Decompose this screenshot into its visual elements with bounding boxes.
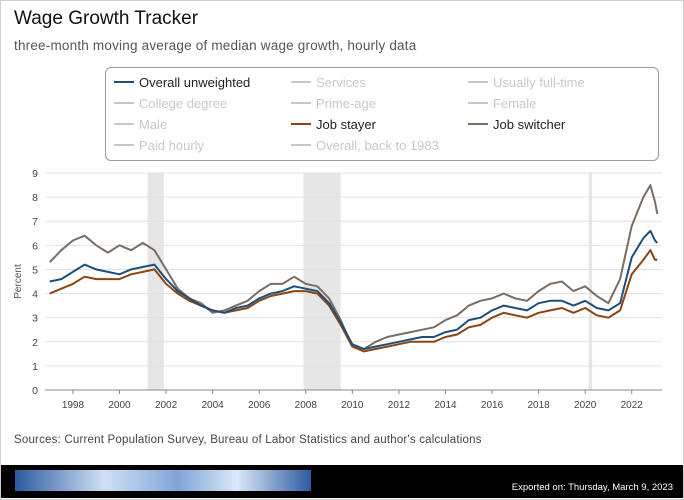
y-tick-label: 8: [32, 192, 38, 204]
x-tick-label: 2000: [108, 400, 131, 411]
brand-banner-logo: [15, 470, 311, 491]
legend-item-job-stayer[interactable]: Job stayer: [291, 114, 376, 134]
exported-date: Exported on: Thursday, March 9, 2023: [511, 482, 673, 493]
x-tick-label: 2012: [388, 400, 411, 411]
legend-swatch: [114, 123, 134, 125]
chart-subtitle: three-month moving average of median wag…: [14, 38, 417, 53]
legend-label: Female: [493, 95, 537, 111]
legend-item-services[interactable]: Services: [291, 72, 366, 92]
y-tick-label: 7: [32, 216, 38, 228]
y-tick-label: 1: [32, 361, 38, 373]
legend-label: Services: [316, 74, 366, 90]
x-tick-label: 2008: [295, 400, 318, 411]
legend-item-overall-back-to-1983[interactable]: Overall, back to 1983: [291, 135, 439, 155]
y-tick-label: 0: [32, 385, 38, 397]
legend-item-usually-full-time[interactable]: Usually full-time: [468, 72, 585, 92]
legend-label: Paid hourly: [139, 137, 205, 153]
x-tick-label: 2018: [527, 400, 550, 411]
x-tick-label: 1998: [62, 400, 85, 411]
y-tick-label: 4: [32, 289, 38, 301]
x-tick-label: 2002: [155, 400, 178, 411]
chart-title: Wage Growth Tracker: [14, 8, 199, 29]
legend-swatch: [114, 81, 134, 83]
y-axis-label: Percent: [13, 264, 24, 299]
legend-label: Male: [139, 116, 168, 132]
line-chart: 0 1 2 3 4 5 6 7 8 9 1998 2000 2002 2004 2006 2008 2010 20…: [13, 168, 662, 411]
series-line-job-stayer: [49, 249, 658, 353]
x-tick-label: 2022: [621, 400, 644, 411]
legend-label: College degree: [139, 95, 228, 111]
x-tick-label: 2010: [341, 400, 364, 411]
recession-band: [147, 173, 164, 390]
x-tick-label: 2006: [248, 400, 271, 411]
legend-label: Overall unweighted: [139, 74, 251, 90]
legend-label: Usually full-time: [493, 74, 585, 90]
recession-band: [303, 173, 341, 390]
footer-bar: Exported on: Thursday, March 9, 2023: [1, 465, 683, 498]
legend-item-overall-unweighted[interactable]: Overall unweighted: [114, 72, 250, 92]
legend-item-female[interactable]: Female: [468, 93, 536, 113]
legend-swatch: [114, 144, 134, 146]
legend-swatch: [291, 123, 311, 125]
legend-swatch: [291, 102, 311, 104]
legend-item-prime-age[interactable]: Prime-age: [291, 93, 376, 113]
x-tick-label: 2020: [574, 400, 597, 411]
sources-note: Sources: Current Population Survey, Bure…: [14, 434, 482, 446]
legend-swatch: [291, 144, 311, 146]
recession-band: [588, 173, 593, 390]
legend-label: Overall, back to 1983: [316, 137, 439, 153]
series-line-overall-unweighted: [49, 229, 659, 350]
legend-swatch: [468, 102, 488, 104]
y-tick-label: 5: [32, 264, 38, 276]
y-tick-label: 3: [32, 313, 38, 325]
legend-swatch: [114, 102, 134, 104]
legend-label: Job stayer: [316, 116, 376, 132]
y-tick-label: 9: [32, 168, 38, 180]
x-tick-label: 2004: [202, 400, 225, 411]
legend-item-college-degree[interactable]: College degree: [114, 93, 227, 113]
legend-label: Prime-age: [316, 95, 376, 111]
legend-swatch: [291, 81, 311, 83]
legend-item-job-switcher[interactable]: Job switcher: [468, 114, 565, 134]
legend-swatch: [468, 81, 488, 83]
y-tick-label: 2: [32, 337, 38, 349]
legend-swatch: [468, 123, 488, 125]
legend-label: Job switcher: [493, 116, 566, 132]
legend-item-male[interactable]: Male: [114, 114, 167, 134]
y-tick-label: 6: [32, 240, 38, 252]
x-tick-label: 2016: [481, 400, 504, 411]
legend: Overall unweighted Services Usually full-t…: [105, 67, 659, 161]
x-tick-label: 2014: [434, 400, 457, 411]
legend-item-paid-hourly[interactable]: Paid hourly: [114, 135, 204, 155]
